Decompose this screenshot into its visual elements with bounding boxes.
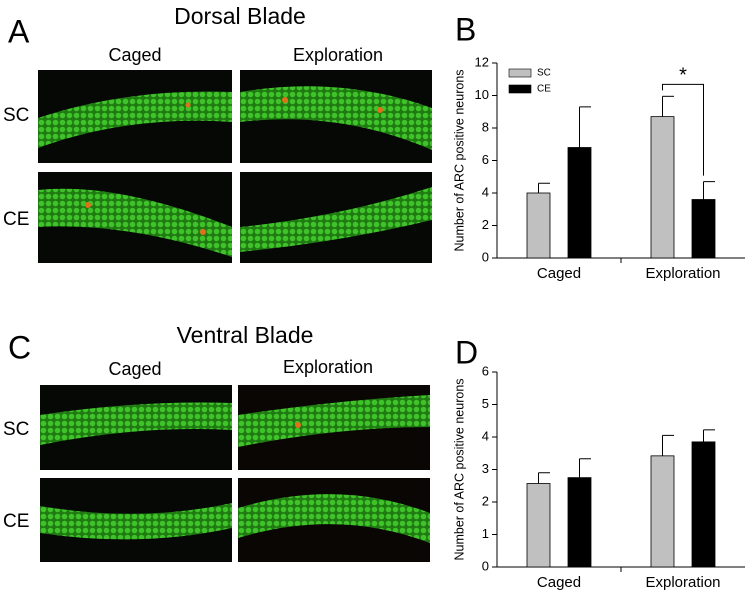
- column-label: Exploration: [283, 357, 373, 377]
- y-tick-label: 6: [482, 152, 489, 167]
- y-tick-label: 12: [475, 54, 489, 69]
- x-tick-label: Caged: [537, 265, 581, 282]
- y-tick-label: 3: [482, 461, 489, 476]
- row-label: CE: [3, 511, 29, 532]
- bar: [650, 116, 675, 259]
- y-tick-label: 0: [482, 249, 489, 264]
- panel-label: D: [455, 334, 478, 370]
- y-tick-label: 10: [475, 87, 489, 102]
- panel-label: C: [8, 329, 31, 365]
- panel-label: B: [455, 11, 476, 47]
- y-axis-label: Number of ARC positive neurons: [452, 378, 466, 560]
- y-tick-label: 2: [482, 217, 489, 232]
- micrograph: [38, 172, 232, 263]
- x-tick-label: Caged: [537, 574, 581, 591]
- micrograph: [40, 385, 232, 470]
- column-label: Caged: [108, 45, 161, 65]
- bar: [567, 147, 592, 259]
- y-tick-label: 8: [482, 119, 489, 134]
- y-tick-label: 4: [482, 184, 489, 199]
- x-tick-label: Exploration: [645, 265, 720, 282]
- panel-label: A: [8, 13, 30, 49]
- legend-swatch: [508, 68, 532, 78]
- row-label: SC: [3, 419, 29, 440]
- legend-swatch: [508, 84, 532, 94]
- column-label: Exploration: [293, 45, 383, 65]
- y-axis-label: Number of ARC positive neurons: [452, 69, 466, 251]
- row-label: SC: [3, 105, 29, 126]
- y-tick-label: 4: [482, 428, 489, 443]
- significance-marker: *: [679, 65, 687, 87]
- y-tick-label: 6: [482, 363, 489, 378]
- column-label: Caged: [108, 359, 161, 379]
- legend-label: SC: [537, 68, 551, 79]
- bar: [650, 455, 675, 568]
- y-tick-label: 5: [482, 396, 489, 411]
- legend-label: CE: [537, 84, 551, 95]
- y-tick-label: 0: [482, 558, 489, 573]
- bar: [526, 192, 551, 259]
- panel-title: Ventral Blade: [177, 322, 314, 348]
- panel-title: Dorsal Blade: [174, 3, 306, 29]
- micrograph: [240, 70, 432, 163]
- x-tick-label: Exploration: [645, 574, 720, 591]
- row-label: CE: [3, 209, 29, 230]
- micrograph: [240, 172, 432, 263]
- bar: [691, 441, 716, 568]
- micrograph: [40, 478, 232, 562]
- micrograph: [238, 385, 430, 470]
- significance-bracket: [662, 83, 704, 176]
- bar: [526, 483, 551, 568]
- y-tick-label: 1: [482, 526, 489, 541]
- micrograph: [38, 70, 232, 163]
- bar: [691, 199, 716, 259]
- micrograph: [238, 478, 430, 562]
- y-tick-label: 2: [482, 493, 489, 508]
- bar: [567, 477, 592, 568]
